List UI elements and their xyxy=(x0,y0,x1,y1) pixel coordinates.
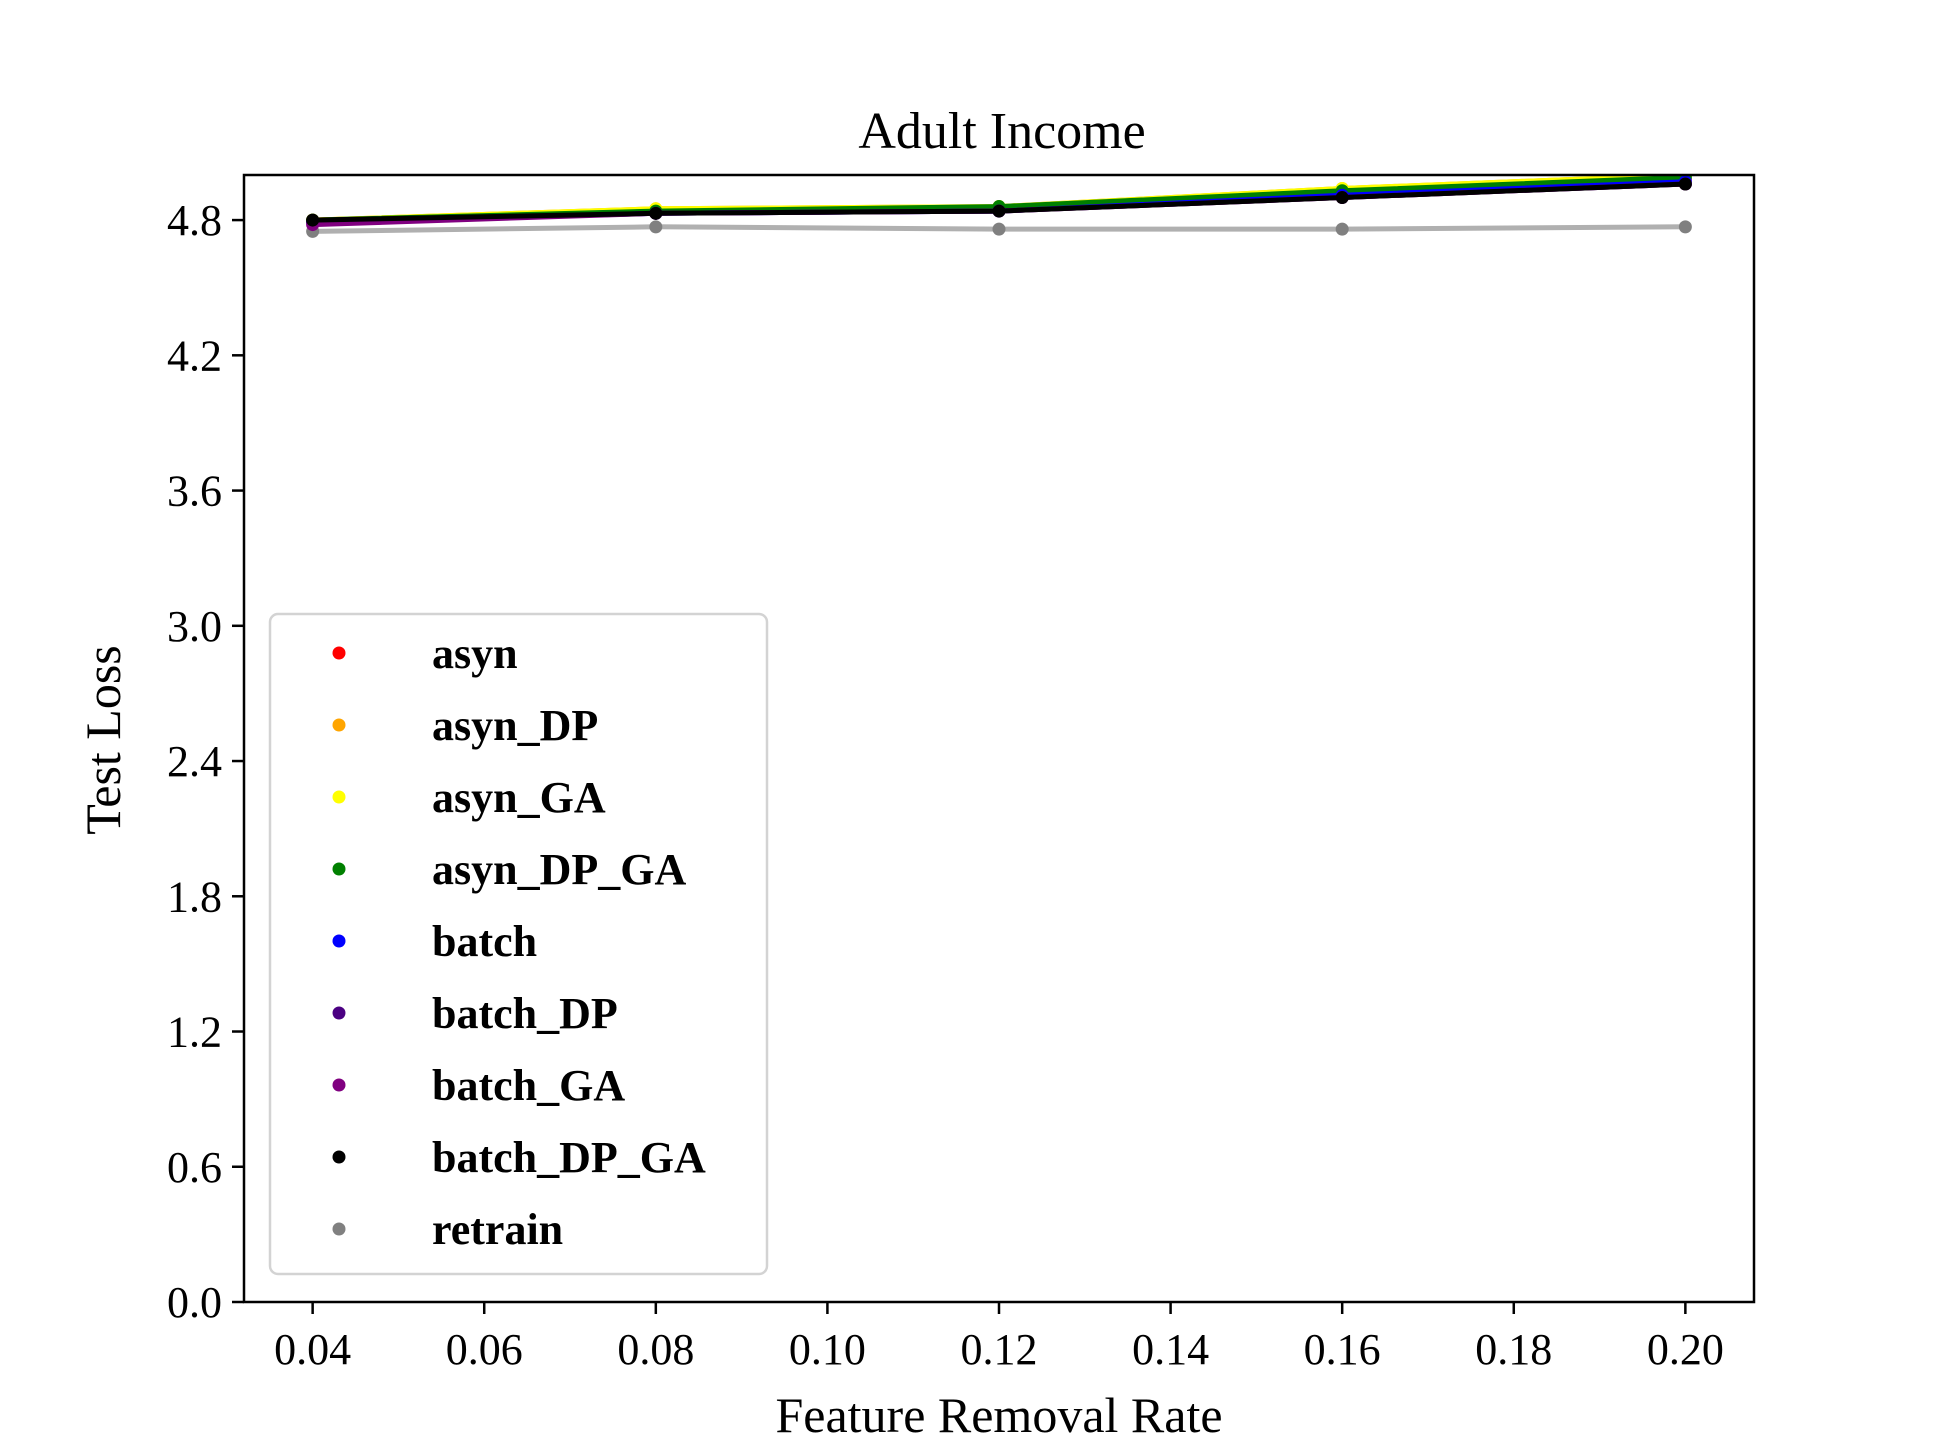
x-tick-label: 0.10 xyxy=(789,1325,866,1374)
data-point-batch-dp-ga xyxy=(306,213,320,227)
y-tick-label: 0.6 xyxy=(167,1143,222,1192)
legend-marker-retrain xyxy=(332,1222,346,1236)
legend-marker-asyn xyxy=(332,646,346,660)
y-tick-label: 4.2 xyxy=(167,331,222,380)
legend-marker-batch-dp-ga xyxy=(332,1150,346,1164)
x-tick-label: 0.14 xyxy=(1132,1325,1209,1374)
legend-label: batch_GA xyxy=(432,1061,625,1110)
x-axis-label: Feature Removal Rate xyxy=(775,1387,1222,1443)
legend-label: asyn xyxy=(432,629,518,678)
legend-marker-asyn-dp-ga xyxy=(332,862,346,876)
plot-area xyxy=(306,175,1692,238)
legend-marker-batch-dp xyxy=(332,1006,346,1020)
legend-label: retrain xyxy=(432,1205,563,1254)
x-tick-label: 0.06 xyxy=(446,1325,523,1374)
x-tick-label: 0.16 xyxy=(1304,1325,1381,1374)
x-tick-label: 0.20 xyxy=(1647,1325,1724,1374)
y-tick-label: 3.6 xyxy=(167,467,222,516)
y-axis: 0.0 0.6 1.2 1.8 2.4 3.0 3.6 4.2 4.8 xyxy=(167,196,244,1327)
data-point-batch-dp-ga xyxy=(1335,191,1349,205)
legend-label: batch xyxy=(432,917,537,966)
data-point-batch-dp-ga xyxy=(1678,177,1692,191)
x-axis: 0.04 0.06 0.08 0.10 0.12 0.14 0.16 0.18 0.20 xyxy=(274,1302,1724,1374)
x-tick-label: 0.04 xyxy=(274,1325,351,1374)
y-tick-label: 3.0 xyxy=(167,602,222,651)
legend-label: asyn_GA xyxy=(432,773,606,822)
data-point-retrain xyxy=(1678,220,1692,234)
data-point-batch-dp-ga xyxy=(649,206,663,220)
legend-marker-asyn-ga xyxy=(332,790,346,804)
legend-marker-asyn-dp xyxy=(332,718,346,732)
x-tick-label: 0.18 xyxy=(1475,1325,1552,1374)
y-tick-label: 1.2 xyxy=(167,1008,222,1057)
data-point-retrain xyxy=(649,220,663,234)
legend-marker-batch-ga xyxy=(332,1078,346,1092)
data-point-retrain xyxy=(1335,222,1349,236)
chart-title: Adult Income xyxy=(858,103,1145,160)
legend-frame xyxy=(268,612,769,1276)
y-tick-label: 4.8 xyxy=(167,196,222,245)
y-tick-label: 1.8 xyxy=(167,872,222,921)
legend-label: batch_DP xyxy=(432,989,618,1038)
data-point-retrain xyxy=(992,222,1006,236)
legend-label: asyn_DP_GA xyxy=(432,845,686,894)
x-tick-label: 0.08 xyxy=(617,1325,694,1374)
legend-marker-batch xyxy=(332,934,346,948)
y-tick-label: 0.0 xyxy=(167,1278,222,1327)
legend-label: batch_DP_GA xyxy=(432,1133,706,1182)
x-tick-label: 0.12 xyxy=(961,1325,1038,1374)
data-point-batch-dp-ga xyxy=(992,204,1006,218)
y-axis-label: Test Loss xyxy=(75,645,131,835)
y-tick-label: 2.4 xyxy=(167,737,222,786)
legend-label: asyn_DP xyxy=(432,701,598,750)
